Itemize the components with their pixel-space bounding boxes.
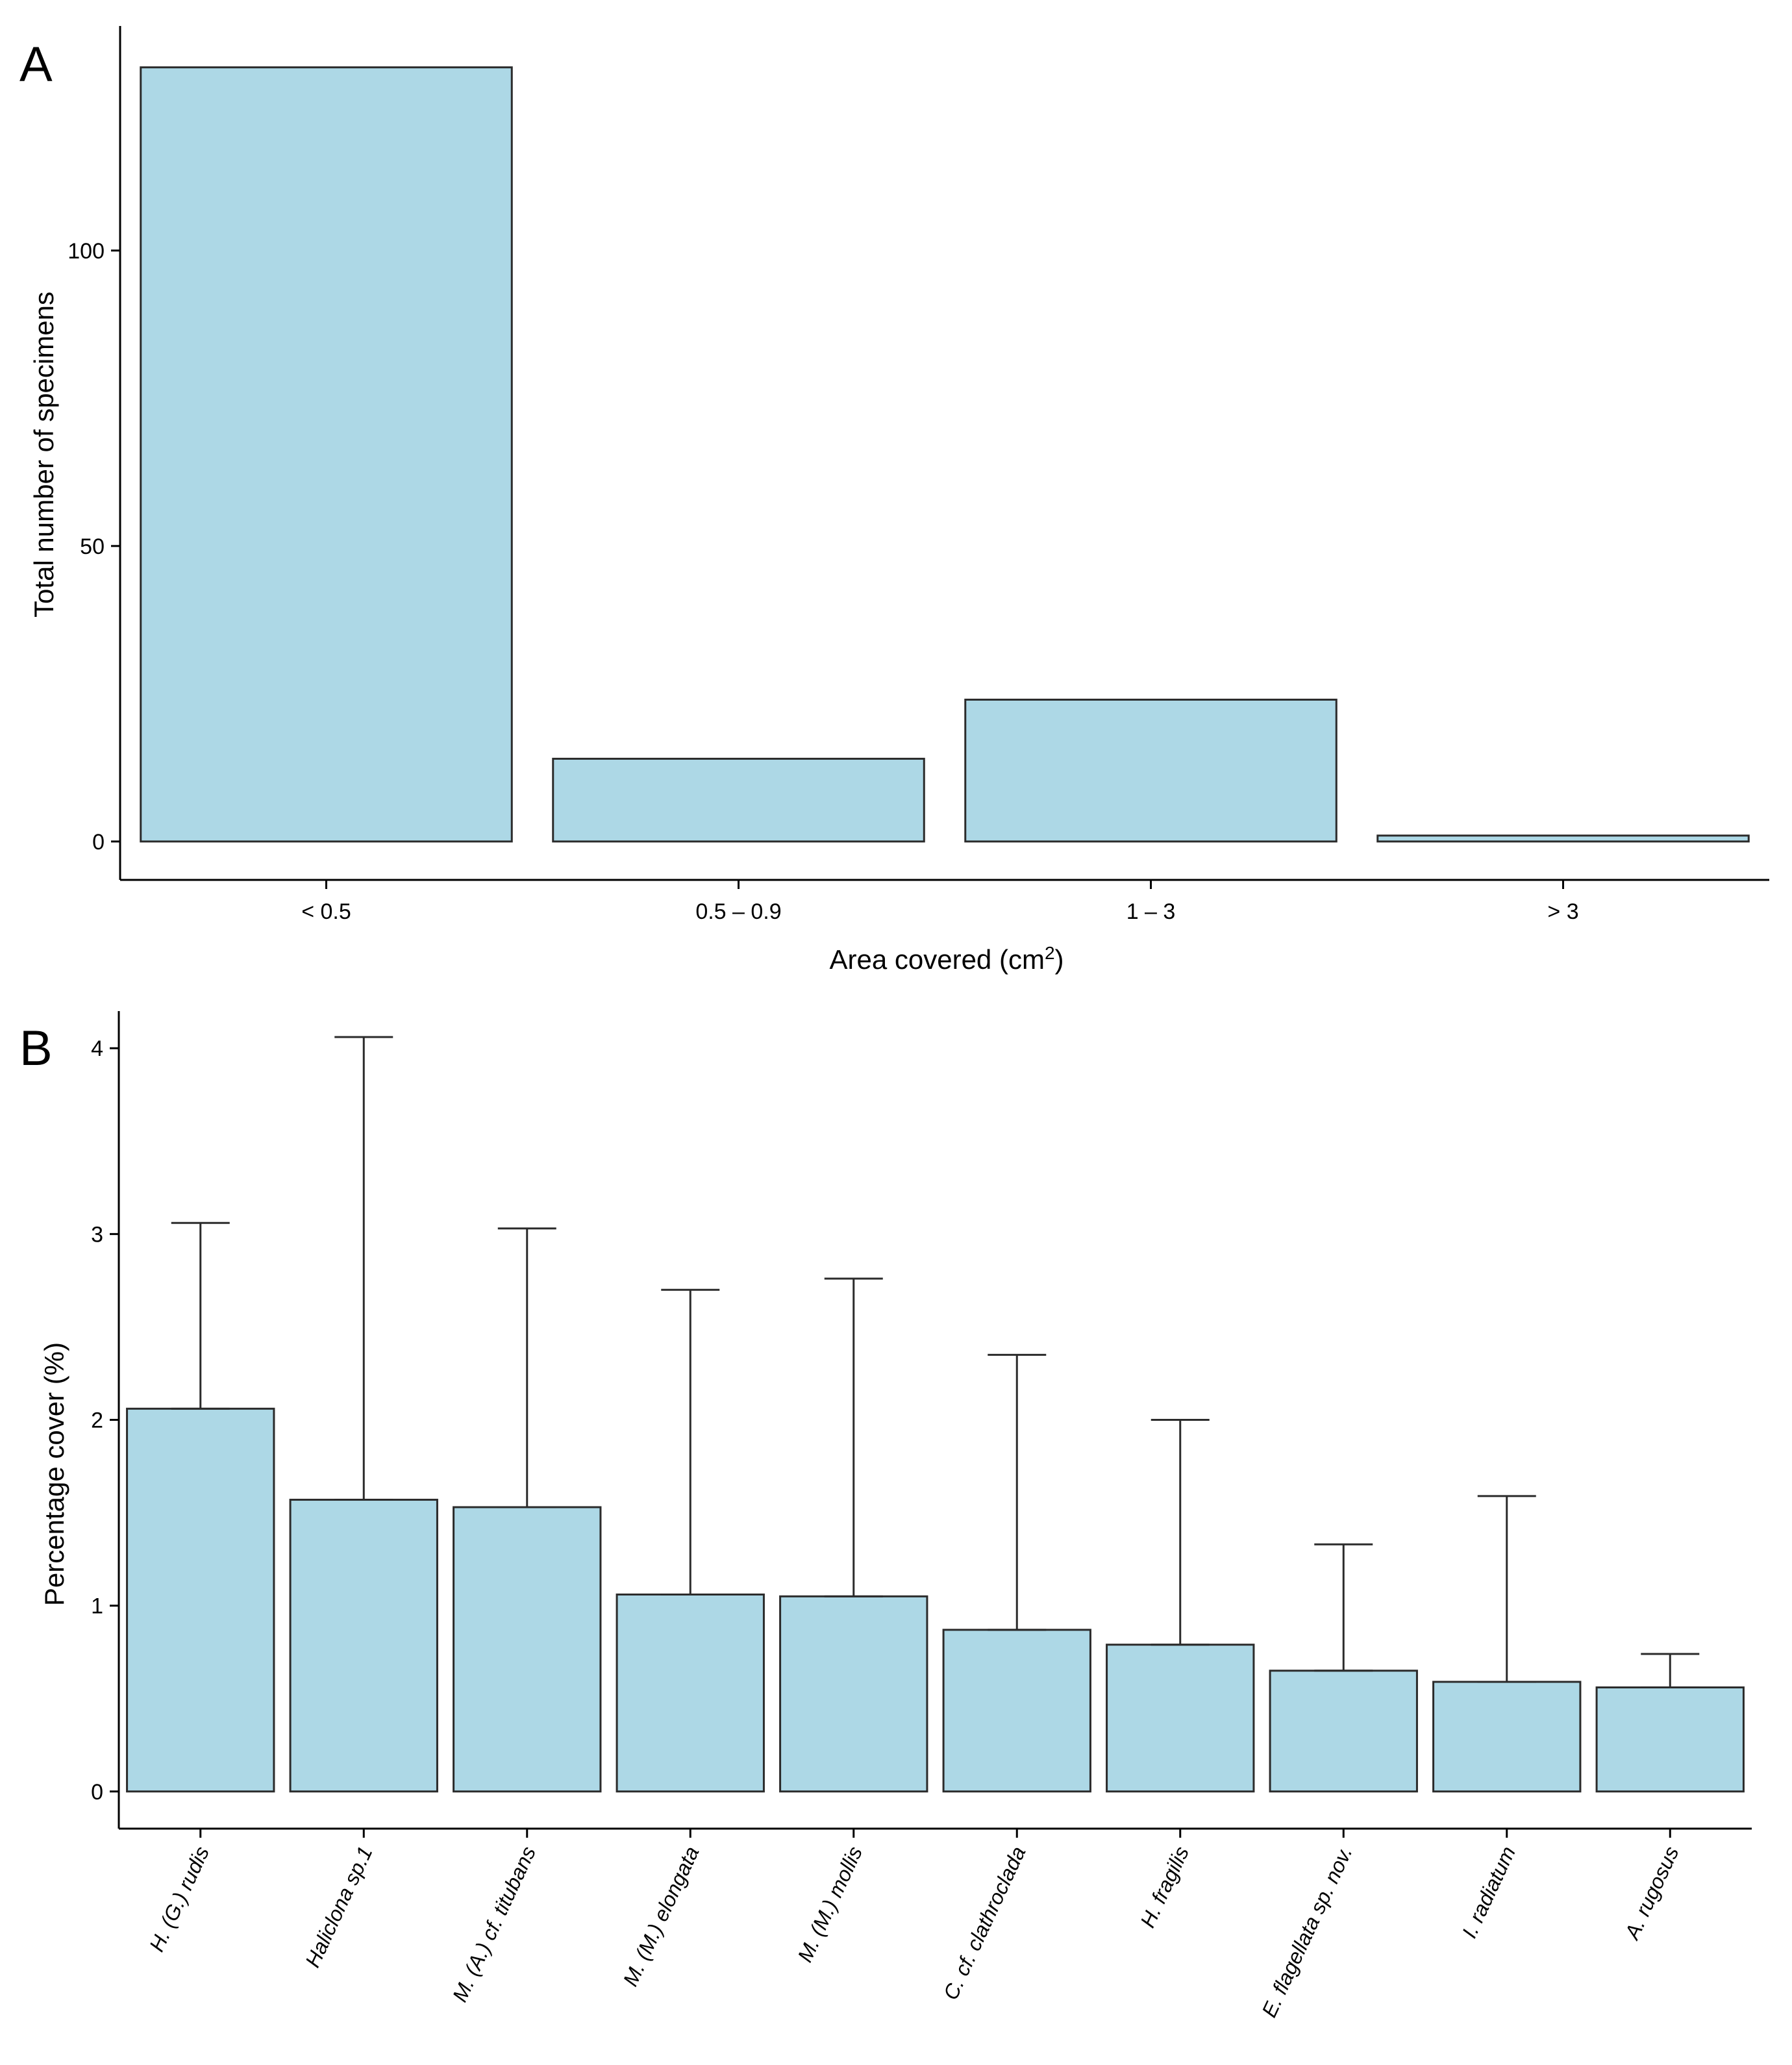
panel-b-y-axis-title: Percentage cover (%) [39, 1342, 69, 1606]
panel-a-bar-0 [140, 66, 513, 843]
panel-a-bars [140, 66, 1750, 843]
panel-b-bar-8 [1432, 1681, 1582, 1793]
panel-a-x-tick-label-1: 0.5 – 0.9 [695, 899, 781, 924]
panel-b-bar-5 [942, 1629, 1091, 1793]
panel-b-bar-1 [289, 1499, 438, 1793]
panel-a-y-tick-label-1: 50 [80, 534, 105, 559]
panel-a-x-axis-title: Area covered (cm2) [829, 943, 1064, 975]
panel-a-bar-1 [552, 757, 925, 843]
panel-a-x-tick-label-3: > 3 [1547, 899, 1578, 924]
panel-a-x-tick-label-2: 1 – 3 [1126, 899, 1176, 924]
panel-a-y-tick-label-2: 100 [68, 239, 105, 264]
panel-b-x-tick-label-5: C. cf. clathroclada [939, 1843, 1030, 2003]
panel-b-y-tick-label-2: 2 [91, 1408, 103, 1433]
panel-a-axes: < 0.5 0.5 – 0.9 1 – 3 > 3 0 50 100 [68, 26, 1769, 924]
panel-b-x-tick-label-0: H. (G.) rudis [145, 1843, 214, 1955]
panel-b-x-tick-label-8: I. radiatum [1458, 1843, 1521, 1942]
panel-b-bar-9 [1595, 1686, 1745, 1793]
panel-a-bar-3 [1376, 834, 1750, 843]
panel-b-bar-7 [1269, 1670, 1418, 1793]
panel-a-bar-2 [964, 698, 1338, 843]
panel-b-bar-0 [126, 1407, 275, 1793]
panel-b-bar-6 [1106, 1644, 1255, 1793]
panel-a-chart: A Total number of specimens Area covered… [19, 26, 1769, 975]
panel-b-y-tick-label-1: 1 [91, 1594, 103, 1619]
panel-a-y-tick-label-0: 0 [92, 830, 105, 855]
panel-b-bars [126, 1036, 1745, 1793]
panel-b-y-tick-label-4: 4 [91, 1036, 103, 1061]
panel-a-x-tick-label-0: < 0.5 [301, 899, 351, 924]
panel-b-y-tick-label-0: 0 [91, 1780, 103, 1805]
panel-b-x-tick-label-7: E. flagellata sp. nov. [1257, 1843, 1356, 2021]
panel-b-x-tick-label-3: M. (M.) elongata [619, 1843, 704, 1990]
panel-b-x-tick-label-1: Haliclona sp.1 [301, 1843, 377, 1971]
panel-b-x-tick-label-6: H. fragilis [1136, 1843, 1193, 1931]
panel-b-x-tick-label-9: A. rugosus [1619, 1843, 1683, 1944]
panel-b-x-tick-label-2: M. (A.) cf. titubans [448, 1843, 540, 2006]
panel-b-y-tick-label-3: 3 [91, 1222, 103, 1247]
panel-a-y-axis-title: Total number of specimens [29, 292, 59, 618]
panel-b-bar-2 [453, 1506, 602, 1793]
panel-b-chart: B Percentage cover (%) H. (G.) rudis Hali… [19, 1011, 1752, 2021]
panel-b-x-tick-label-4: M. (M.) mollis [793, 1843, 867, 1966]
panel-b-bar-4 [779, 1595, 928, 1793]
panel-b-bar-3 [616, 1593, 765, 1793]
panel-label-a: A [19, 37, 53, 92]
panel-label-b: B [19, 1021, 53, 1076]
